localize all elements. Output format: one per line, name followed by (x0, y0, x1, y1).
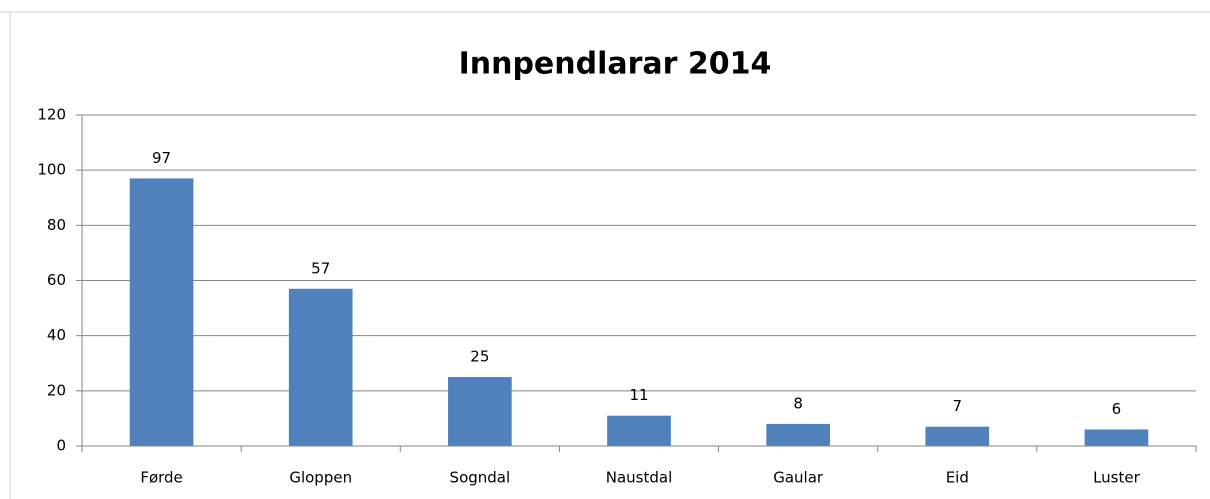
y-tick-label: 100 (37, 161, 66, 179)
x-tick-label: Førde (140, 469, 182, 487)
data-label: 6 (1112, 400, 1122, 418)
x-tick-label: Gaular (773, 469, 824, 487)
bar (607, 415, 671, 446)
bar (288, 288, 353, 446)
x-tick-label: Sogndal (450, 469, 511, 487)
data-label: 25 (470, 348, 489, 366)
y-tick-label: 80 (47, 216, 66, 234)
y-tick-label: 0 (56, 437, 66, 455)
data-label: 7 (953, 397, 963, 415)
x-tick-label: Naustdal (606, 469, 673, 487)
data-label: 11 (629, 386, 648, 404)
bar (448, 377, 512, 446)
y-tick-label: 60 (47, 271, 66, 289)
x-tick-label: Luster (1093, 469, 1141, 487)
bar (1084, 429, 1149, 446)
y-tick-label: 120 (37, 106, 66, 124)
data-label: 8 (793, 394, 803, 412)
bar (129, 178, 194, 447)
data-label: 57 (311, 259, 330, 277)
x-tick-label: Eid (946, 469, 969, 487)
y-tick-label: 20 (47, 381, 66, 399)
bar (766, 423, 830, 446)
x-tick-label: Gloppen (289, 469, 352, 487)
chart-title: Innpendlarar 2014 (459, 47, 772, 82)
bar (925, 426, 990, 446)
data-label: 97 (152, 149, 171, 167)
y-tick-label: 40 (47, 326, 66, 344)
